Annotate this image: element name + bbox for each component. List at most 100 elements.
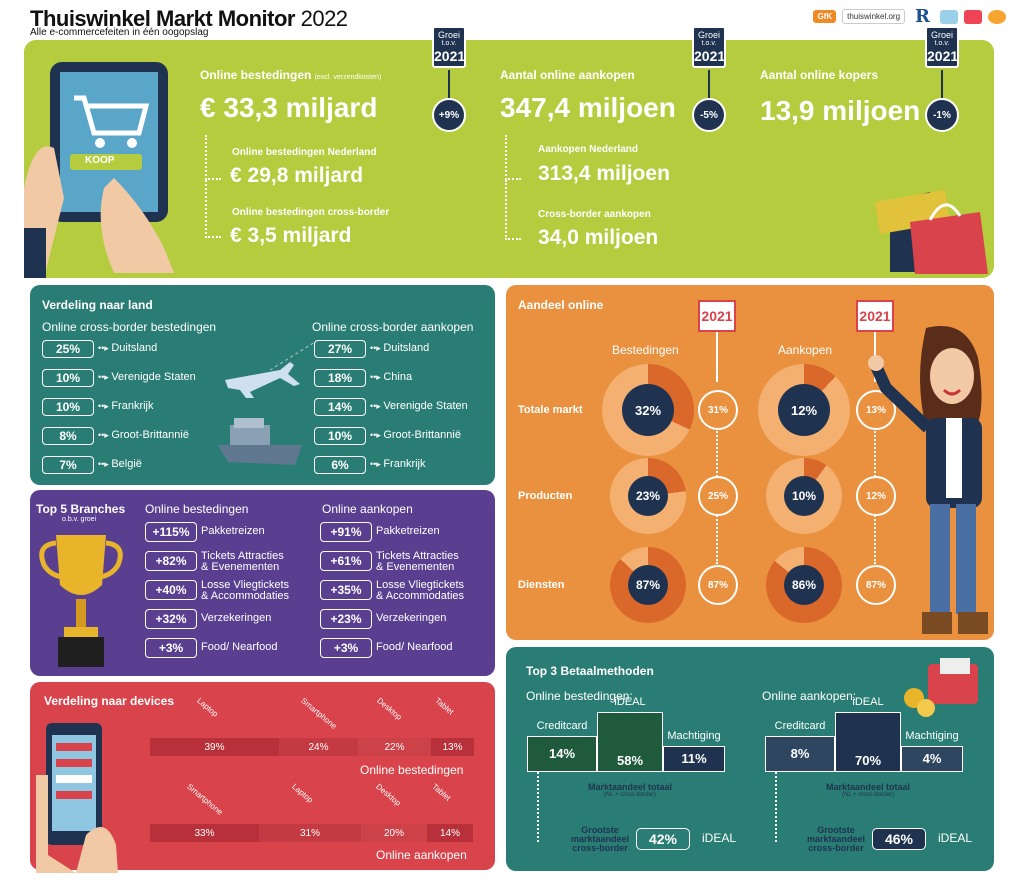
branches-subtitle: o.b.v. groei	[62, 516, 97, 523]
share-donut-value: 86%	[784, 565, 824, 605]
arrow-icon: ••▸	[98, 459, 112, 469]
partner-logo	[964, 9, 982, 24]
branch-label-line: & Accommodaties	[201, 590, 290, 602]
growth-year-tag: Groei t.o.v. 2021	[692, 26, 726, 68]
branch-pct: +115%	[145, 522, 197, 542]
branch-pct: +35%	[320, 580, 372, 600]
branch-label-line: Losse Vliegtickets	[201, 579, 290, 591]
branch-label: Tickets Attracties & Evenementen	[201, 551, 284, 573]
share-col-purchase: Aankopen	[778, 343, 833, 357]
branch-label: Tickets Attracties & Evenementen	[376, 551, 459, 573]
branch-label-line: Verzekeringen	[201, 612, 272, 624]
branches-left-title: Online bestedingen	[145, 502, 249, 516]
country-label: ••▸ België	[98, 458, 142, 470]
country-title: Verdeling naar land	[42, 298, 153, 312]
share-donut-value: 87%	[628, 565, 668, 605]
partner-logo	[988, 9, 1006, 24]
branch-label-line: Tickets Attracties	[376, 550, 459, 562]
largest-value-left: 42%	[636, 828, 690, 850]
country-label: ••▸ Frankrijk	[370, 458, 426, 470]
branch-pct: +61%	[320, 551, 372, 571]
branch-label-line: & Accommodaties	[376, 590, 465, 602]
branch-label-line: & Evenementen	[201, 561, 280, 573]
branch-label: Verzekeringen	[201, 613, 271, 624]
largest-method-right: iDEAL	[938, 831, 973, 845]
market-total-label-left: Marktaandeel totaal (NL + cross-border)	[587, 782, 673, 798]
largest-value-right: 46%	[872, 828, 926, 850]
device-bar-segment: 33%	[150, 824, 259, 842]
share-donut-value: 12%	[778, 384, 830, 436]
buyers-value: 13,9 miljoen	[760, 95, 921, 126]
connector	[205, 180, 221, 238]
country-label: ••▸ Verenigde Staten	[370, 400, 468, 412]
devices-spend-caption: Online bestedingen	[360, 763, 464, 777]
country-name: Duitsland	[111, 342, 158, 354]
spend-value: € 33,3 miljard	[200, 92, 378, 123]
share-donut: 23%	[610, 458, 686, 534]
country-name: Frankrijk	[111, 400, 154, 412]
spend-label: Online bestedingen (excl. verzendkosten)	[200, 68, 382, 82]
country-name: België	[111, 458, 142, 470]
device-bar-segment: 39%	[150, 738, 279, 756]
branch-pct: +3%	[145, 638, 197, 658]
title-year: 2022	[300, 6, 348, 31]
purchases-growth: -5%	[692, 98, 726, 132]
r-logo: R	[915, 6, 930, 27]
growth-year-tag: Groei t.o.v. 2021	[925, 26, 959, 68]
branch-label-line: Pakketreizen	[376, 525, 440, 537]
share-donut: 12%	[758, 364, 850, 456]
country-label: ••▸ Groot-Brittannië	[98, 429, 189, 441]
connector	[537, 772, 539, 842]
spend-nl-value: € 29,8 miljard	[230, 164, 364, 187]
spend-cb-value: € 3,5 miljard	[230, 224, 352, 247]
branch-pct: +32%	[145, 609, 197, 629]
country-pct: 27%	[314, 340, 366, 358]
online-share-panel	[506, 285, 994, 640]
purchases-cb-value: 34,0 miljoen	[538, 226, 659, 249]
country-label: ••▸ Verenigde Staten	[98, 371, 196, 383]
spend-growth: +9%	[432, 98, 466, 132]
largest-label-right: Grootste marktaandeel cross-border	[806, 825, 866, 853]
share-donut-value: 32%	[622, 384, 674, 436]
tag-line	[716, 332, 718, 382]
share-donut-value: 23%	[628, 476, 668, 516]
title-main: Thuiswinkel Markt Monitor	[30, 6, 295, 31]
country-label: ••▸ Groot-Brittannië	[370, 429, 461, 441]
share-donut: 87%	[610, 547, 686, 623]
country-label: ••▸ Frankrijk	[98, 400, 154, 412]
device-bar-segment: 20%	[361, 824, 427, 842]
payments-right-title: Online aankopen:	[762, 689, 857, 703]
share-prev-value: 25%	[698, 476, 738, 516]
partner-logo	[940, 9, 958, 24]
country-name: Groot-Brittannië	[383, 429, 461, 441]
purchases-label: Aantal online aankopen	[500, 68, 635, 82]
share-year-tag: 2021	[698, 300, 736, 332]
arrow-icon: ••▸	[98, 430, 112, 440]
share-prev-value: 31%	[698, 390, 738, 430]
plane-icon	[225, 362, 300, 398]
cart-icon	[74, 95, 150, 136]
tablet-hand-illustration	[24, 62, 174, 278]
country-pct: 7%	[42, 456, 94, 474]
arrow-icon: ••▸	[370, 459, 384, 469]
page-title: Thuiswinkel Markt Monitor 2022	[30, 6, 348, 32]
branch-pct: +40%	[145, 580, 197, 600]
share-prev-value: 87%	[856, 565, 896, 605]
spend-cb-label: Online bestedingen cross-border	[232, 207, 390, 218]
koop-button-label: KOOP	[85, 155, 115, 166]
connector	[505, 180, 521, 240]
logo-strip: GfK thuiswinkel.org R	[813, 4, 1006, 29]
purchases-cb-label: Cross-border aankopen	[538, 209, 651, 220]
share-prev-value: 87%	[698, 565, 738, 605]
country-right-title: Online cross-border aankopen	[312, 320, 474, 334]
country-pct: 14%	[314, 398, 366, 416]
pay-left-machtiging: Machtiging 11%	[663, 726, 725, 772]
device-bar-segment: 13%	[431, 738, 474, 756]
branch-pct: +3%	[320, 638, 372, 658]
branch-label-line: Pakketreizen	[201, 525, 265, 537]
device-bar-segment: 22%	[358, 738, 431, 756]
device-bar-segment: 14%	[427, 824, 473, 842]
arrow-icon: ••▸	[98, 343, 112, 353]
country-pct: 10%	[42, 398, 94, 416]
pay-left-ideal: iDEAL 58%	[597, 696, 663, 772]
